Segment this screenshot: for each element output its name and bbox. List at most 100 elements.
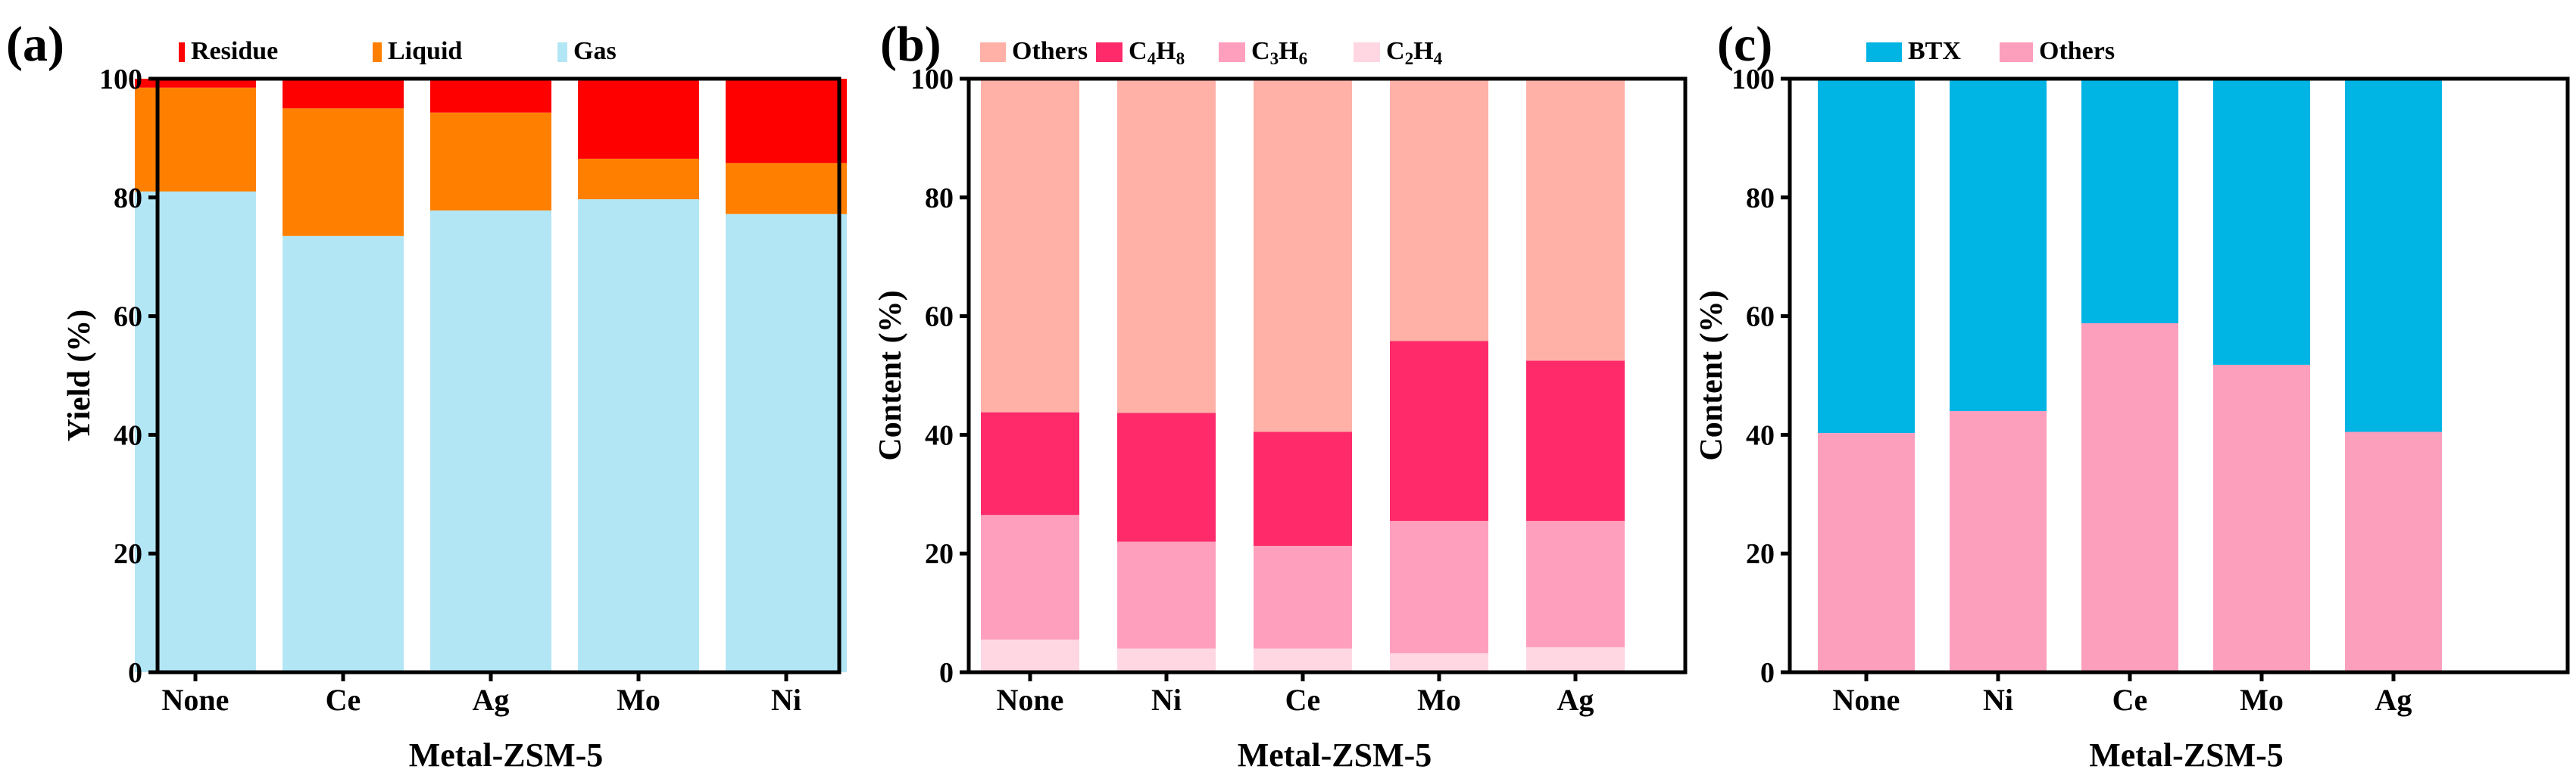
legend: BTX Others	[1866, 37, 2115, 65]
y-axis-label: Yield (%)	[62, 310, 97, 442]
y-tick-label: 40	[114, 419, 142, 451]
bar-others	[1818, 433, 1915, 672]
bar-c4h8	[1390, 341, 1488, 522]
legend-swatch	[1219, 42, 1245, 62]
bar-liquid	[430, 112, 551, 211]
plot-frame	[966, 76, 1688, 675]
bars	[1818, 79, 2442, 672]
bar-c2h4	[1254, 648, 1352, 672]
x-tick-label: Ag	[473, 683, 510, 717]
y-tick-label: 80	[925, 182, 954, 214]
y-axis-label: Content (%)	[873, 290, 908, 460]
x-tick-label: Ni	[1151, 683, 1182, 717]
plot-frame	[1788, 76, 2570, 675]
bar-gas	[283, 235, 404, 672]
bar-residue	[283, 79, 404, 109]
x-tick-label: None	[997, 683, 1064, 717]
x-tick-label: None	[1833, 683, 1900, 717]
y-tick-label: 60	[925, 301, 954, 333]
bar-c3h6	[1254, 546, 1352, 649]
y-tick-label: 20	[1746, 538, 1775, 570]
x-tick-label: Mo	[617, 683, 660, 717]
y-tick-label: 40	[1746, 419, 1775, 451]
x-tick-label: Ce	[2112, 683, 2148, 717]
y-tick-label: 60	[114, 301, 142, 333]
legend-label: Liquid	[388, 37, 462, 65]
bar-others	[1117, 79, 1216, 413]
legend-swatch	[1354, 42, 1380, 62]
legend-label: Residue	[191, 37, 278, 65]
bars	[981, 79, 1625, 672]
y-tick-label: 100	[99, 64, 142, 95]
x-tick-label: Ni	[1983, 683, 2013, 717]
bar-residue	[578, 79, 699, 159]
y-tick-label: 20	[925, 538, 954, 570]
y-tick-label: 80	[114, 182, 142, 214]
y-tick-label: 0	[939, 657, 954, 689]
y-axis-label: Content (%)	[1694, 290, 1729, 460]
bar-c3h6	[1526, 521, 1625, 648]
panel-c: (c) 0 20 40 60 80 100 None Ni Ce Mo Ag Metal-ZSM-5 C…	[1694, 17, 2570, 774]
panel-label: (c)	[1717, 17, 1772, 72]
legend-swatch	[373, 42, 382, 62]
x-tick-label: Mo	[1417, 683, 1461, 717]
bar-btx	[2213, 79, 2310, 365]
bar-liquid	[283, 108, 404, 236]
legend-swatch	[179, 42, 185, 62]
x-axis-label: Metal-ZSM-5	[409, 737, 604, 774]
legend-label: Gas	[573, 37, 617, 65]
x-tick-label: Ag	[1557, 683, 1594, 717]
x-axis-label: Metal-ZSM-5	[1238, 737, 1432, 774]
legend-label: BTX	[1908, 37, 1961, 65]
bar-c3h6	[981, 515, 1079, 640]
y-tick-label: 20	[114, 538, 142, 570]
panel-label: (b)	[880, 17, 941, 72]
y-tick-label: 0	[1760, 657, 1775, 689]
x-tick-label: Ce	[1285, 683, 1321, 717]
bar-c2h4	[981, 639, 1079, 672]
bar-liquid	[578, 158, 699, 200]
bar-btx	[1818, 79, 1915, 434]
panel-a: (a) 0 20 40 60 80 100 None Ce Ag Mo Ni Metal-ZSM-5 Y…	[6, 17, 847, 774]
bar-c2h4	[1117, 648, 1216, 672]
legend-swatch	[1096, 42, 1123, 62]
y-tick-label: 60	[1746, 301, 1775, 333]
legend-swatch	[557, 42, 567, 62]
legend-label: C3H6	[1251, 37, 1307, 69]
panel-label: (a)	[6, 17, 64, 72]
y-tick-label: 80	[1746, 182, 1775, 214]
bar-gas	[135, 191, 256, 672]
bar-others	[1950, 411, 2047, 672]
bar-gas	[726, 213, 847, 672]
bar-residue	[135, 79, 256, 88]
bar-gas	[578, 199, 699, 673]
x-tick-label: Ag	[2375, 683, 2412, 717]
y-tick-label: 100	[910, 64, 954, 95]
bar-others	[981, 79, 1079, 413]
x-tick-label: None	[162, 683, 229, 717]
y-tick-label: 0	[128, 657, 142, 689]
bar-btx	[2345, 79, 2442, 432]
bar-others	[1254, 79, 1352, 432]
bar-others	[2345, 432, 2442, 672]
bar-others	[2213, 364, 2310, 672]
bar-btx	[1950, 79, 2047, 412]
legend-swatch	[2000, 42, 2033, 62]
plot-frame	[155, 76, 841, 675]
bar-c4h8	[1117, 413, 1216, 542]
bar-liquid	[726, 163, 847, 214]
x-tick-label: Mo	[2240, 683, 2284, 717]
legend-label: C2H4	[1386, 37, 1443, 69]
y-tick-label: 40	[925, 419, 954, 451]
bar-c4h8	[981, 412, 1079, 516]
bar-btx	[2081, 79, 2178, 324]
bar-others	[1526, 79, 1625, 361]
bar-c3h6	[1117, 541, 1216, 649]
legend-label: Others	[1012, 37, 1088, 65]
bar-gas	[430, 210, 551, 673]
bar-others	[1390, 79, 1488, 341]
panel-b: (b) 0 20 40 60 80 100 None Ni Ce Mo Ag Metal-ZSM-5 C…	[873, 17, 1688, 774]
bar-c4h8	[1254, 432, 1352, 547]
legend: Others C4H8 C3H6 C2H4	[980, 37, 1443, 69]
